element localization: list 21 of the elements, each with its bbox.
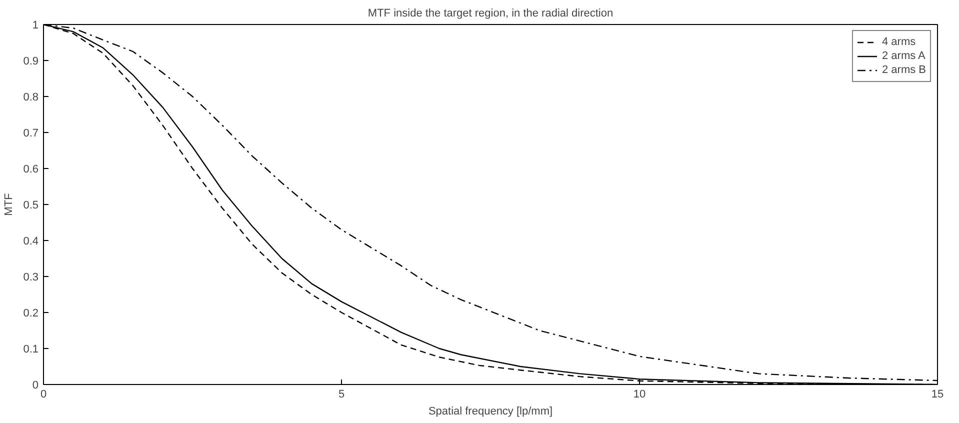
x-tick-label: 0 [40,388,47,400]
y-tick-label: 0.4 [23,236,39,248]
y-tick-label: 0.5 [23,200,39,212]
y-tick-label: 0.1 [23,344,39,356]
chart-title: MTF inside the target region, in the radial direction [368,8,614,20]
y-tick-label: 0.3 [23,272,39,284]
y-tick-label: 1 [32,20,39,32]
x-tick-label: 15 [931,388,944,400]
y-tick-label: 0.9 [23,56,39,68]
legend-label: 2 arms B [882,63,926,77]
y-tick-label: 0 [32,380,39,392]
y-tick-label: 0.7 [23,128,39,140]
y-axis-title: MTF [3,192,16,216]
y-tick-label: 0.6 [23,164,39,176]
legend-label: 4 arms [882,35,916,49]
x-tick-label: 5 [338,388,345,400]
y-tick-label: 0.8 [23,92,39,104]
x-axis-title: Spatial frequency [lp/mm] [428,406,553,418]
y-tick-label: 0.2 [23,308,39,320]
legend-label: 2 arms A [882,49,926,63]
x-tick-label: 10 [633,388,646,400]
